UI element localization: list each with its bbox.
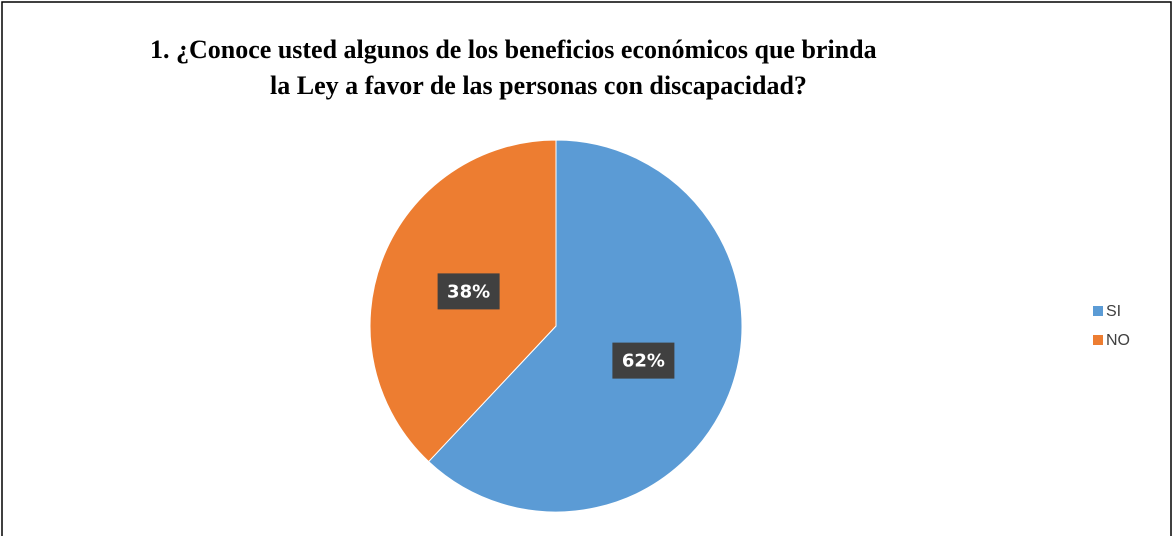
data-label-box xyxy=(437,273,500,310)
data-label: 38% xyxy=(447,281,490,302)
legend-swatch xyxy=(1093,335,1103,345)
legend-label: SI xyxy=(1106,303,1121,320)
legend-label: NO xyxy=(1106,332,1130,349)
legend-swatch xyxy=(1093,306,1103,316)
chart-title: la Ley a favor de las personas con disca… xyxy=(270,71,807,100)
chart-title: 1. ¿Conoce usted algunos de los benefici… xyxy=(150,35,877,64)
data-label: 62% xyxy=(622,351,665,372)
pie-slice xyxy=(427,139,743,513)
data-label-box xyxy=(612,342,675,379)
